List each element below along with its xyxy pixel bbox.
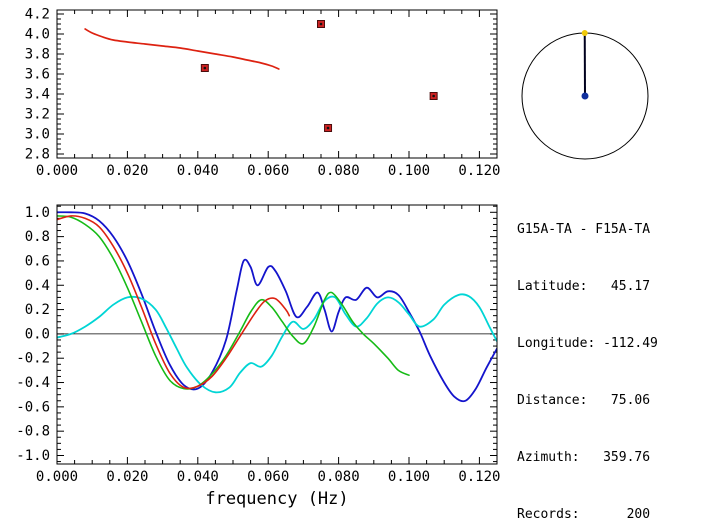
y-tick-label: 3.6 (25, 67, 50, 83)
station-pair-title: G15A-TA - F15A-TA (517, 222, 651, 237)
x-tick-label: 0.040 (177, 469, 219, 485)
x-tick-label: 0.080 (318, 163, 360, 179)
x-tick-label: 0.100 (388, 469, 430, 485)
plot-frame (56, 204, 498, 465)
correlation-red (57, 215, 291, 390)
x-tick-label: 0.020 (106, 469, 148, 485)
x-tick-label: 0.060 (247, 163, 289, 179)
cross-correlation-chart[interactable]: 0.000 0.020 0.040 0.060 0.080 0.100 0.120 1.0 0.… (0, 195, 510, 519)
x-tick-label: 0.100 (388, 163, 430, 179)
x-tick-label: 0.060 (247, 469, 289, 485)
y-tick-label: 0.8 (25, 229, 50, 245)
dispersion-pick-marker-dot (326, 126, 330, 130)
records-line: Records: 200 (517, 507, 651, 519)
x-tick-label: 0.000 (36, 469, 78, 485)
correlation-cyan (57, 293, 497, 394)
x-tick-label: 0.000 (36, 163, 78, 179)
x-axis-title: frequency (Hz) (205, 489, 348, 509)
dispersion-curve (84, 28, 280, 70)
correlation-green (57, 215, 410, 390)
y-tick-label: -0.8 (16, 424, 50, 440)
station-info-panel: G15A-TA - F15A-TA Latitude: 45.17 Longit… (517, 182, 658, 519)
x-tick-label: 0.080 (318, 469, 360, 485)
y-tick-label: 0.0 (25, 326, 50, 342)
y-tick-label: 3.2 (25, 107, 50, 123)
plot-frame (56, 9, 498, 159)
y-tick-label: 2.8 (25, 147, 50, 163)
dispersion-pick-marker-dot (432, 94, 435, 98)
azimuth-line: Azimuth: 359.76 (517, 450, 651, 465)
y-tick-label: -0.6 (16, 399, 50, 415)
azimuth-tip-dot (581, 30, 588, 37)
y-tick-label: -0.4 (16, 375, 50, 391)
dispersion-pick-marker-dot (203, 66, 207, 70)
y-tick-label: 3.8 (25, 47, 50, 63)
y-tick-label: 3.0 (25, 127, 50, 143)
dispersion-pick-marker-dot (319, 22, 323, 26)
x-tick-label: 0.120 (458, 469, 500, 485)
y-tick-label: -1.0 (16, 448, 50, 464)
correlation-blue (57, 211, 497, 403)
longitude-line: Longitude: -112.49 (517, 336, 658, 351)
y-tick-label: -0.2 (16, 351, 50, 367)
y-tick-label: 0.6 (25, 253, 50, 269)
azimuth-dial (521, 30, 649, 160)
y-tick-label: 0.2 (25, 302, 50, 318)
distance-line: Distance: 75.06 (517, 393, 651, 408)
latitude-line: Latitude: 45.17 (517, 279, 651, 294)
x-tick-label: 0.020 (106, 163, 148, 179)
dispersion-velocity-chart[interactable]: 0.000 0.020 0.040 0.060 0.080 0.100 0.120 2.8 3.… (0, 0, 510, 195)
x-tick-label: 0.040 (177, 163, 219, 179)
y-tick-label: 4.0 (25, 27, 50, 43)
y-tick-label: 3.4 (25, 87, 50, 103)
y-tick-label: 1.0 (25, 205, 50, 221)
azimuth-center-dot (581, 92, 589, 100)
y-tick-label: 0.4 (25, 278, 50, 294)
x-tick-label: 0.120 (458, 163, 500, 179)
y-tick-label: 4.2 (25, 7, 50, 23)
